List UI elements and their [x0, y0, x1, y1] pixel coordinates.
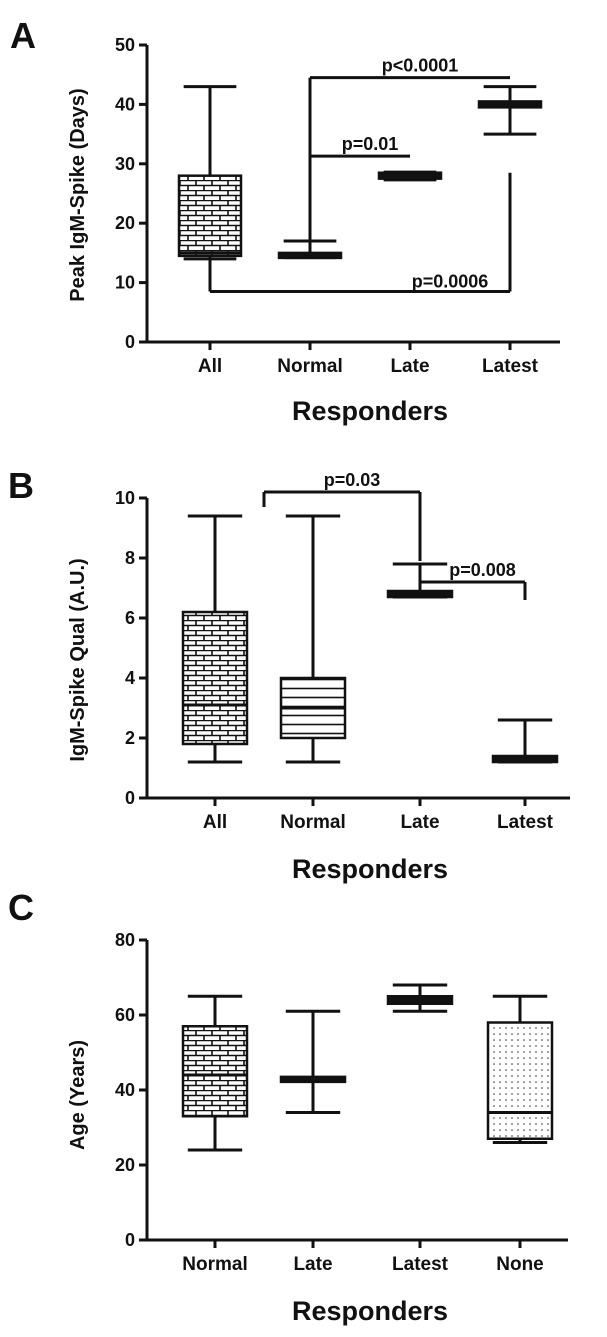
y-tick-label: 30 — [115, 154, 135, 174]
y-tick-label: 0 — [125, 1230, 135, 1250]
p-value-label: p=0.01 — [342, 134, 399, 154]
box-plot-all — [181, 514, 249, 764]
panel-letter-b: B — [8, 465, 34, 506]
y-tick-label: 6 — [125, 608, 135, 628]
panel-a-plot-area: 0 10 20 30 40 50 All Normal Late Latest p<0.0001 p=… — [115, 35, 560, 377]
panel-letter-a: A — [10, 15, 36, 56]
panel-b-plot-area: 0 2 4 6 8 10 All Normal Late Latest p=0.03 p=0.008 — [115, 470, 570, 833]
significance-bracket: p<0.0001 — [308, 56, 510, 253]
y-tick-label: 2 — [125, 728, 135, 748]
y-tick-label: 0 — [125, 332, 135, 352]
panel-a: A Peak IgM-Spike (Days) Responders 0 10 20… — [10, 15, 560, 426]
panel-b-x-axis-label: Responders — [292, 854, 448, 884]
x-tick-label: Normal — [182, 1254, 247, 1275]
box-plot-latest — [491, 718, 559, 764]
box-plot-latest — [477, 85, 543, 136]
x-tick-label: Latest — [482, 356, 539, 377]
p-value-label: p=0.008 — [449, 560, 516, 580]
significance-bracket: p=0.03 — [262, 470, 422, 561]
x-tick-label: Normal — [280, 812, 345, 833]
y-tick-label: 10 — [115, 273, 135, 293]
box-plot-late — [377, 170, 443, 182]
x-tick-label: All — [198, 356, 222, 377]
x-tick-label: Normal — [277, 356, 342, 377]
box-body — [177, 174, 243, 258]
x-tick-label: All — [203, 812, 227, 833]
y-tick-label: 40 — [115, 1080, 135, 1100]
box-plot-all — [177, 85, 243, 261]
y-tick-label: 80 — [115, 930, 135, 950]
y-tick-label: 4 — [125, 668, 135, 688]
panel-a-x-axis-label: Responders — [292, 396, 448, 426]
panel-c-plot-area: 0 20 40 60 80 Normal Late Latest None — [115, 930, 568, 1275]
box-body — [486, 1021, 554, 1140]
y-tick-label: 60 — [115, 1005, 135, 1025]
box-plot-normal — [181, 994, 249, 1152]
box-plot-normal — [279, 514, 347, 764]
panel-c: C Age (Years) Responders 0 20 40 60 80 Normal… — [8, 887, 568, 1326]
significance-bracket: p=0.01 — [310, 134, 410, 158]
y-tick-label: 0 — [125, 788, 135, 808]
y-tick-label: 10 — [115, 488, 135, 508]
p-value-label: p<0.0001 — [382, 56, 459, 76]
p-value-label: p=0.0006 — [412, 272, 489, 292]
y-tick-label: 20 — [115, 1155, 135, 1175]
panel-b-y-axis-label: IgM-Spike Qual (A.U.) — [67, 558, 89, 761]
box-plot-none — [486, 994, 554, 1144]
significance-bracket: p=0.008 — [420, 560, 527, 600]
x-tick-label: None — [496, 1254, 544, 1275]
y-tick-label: 8 — [125, 548, 135, 568]
panel-c-y-axis-label: Age (Years) — [67, 1040, 89, 1150]
x-tick-label: Late — [400, 812, 439, 833]
panel-c-x-axis-label: Responders — [292, 1296, 448, 1326]
panel-a-y-axis-label: Peak IgM-Spike (Days) — [67, 88, 89, 301]
panel-b: B IgM-Spike Qual (A.U.) Responders 0 2 4 6 8… — [8, 465, 570, 884]
x-tick-label: Late — [293, 1254, 332, 1275]
box-body — [181, 610, 249, 746]
x-tick-label: Latest — [497, 812, 554, 833]
panel-letter-c: C — [8, 887, 34, 928]
x-tick-label: Late — [390, 356, 429, 377]
y-tick-label: 50 — [115, 35, 135, 55]
box-plot-late — [279, 1009, 347, 1114]
y-tick-label: 20 — [115, 213, 135, 233]
p-value-label: p=0.03 — [324, 470, 381, 490]
box-body — [181, 1025, 249, 1118]
significance-bracket: p=0.0006 — [208, 172, 512, 294]
box-plot-latest — [386, 983, 454, 1013]
y-tick-label: 40 — [115, 94, 135, 114]
x-tick-label: Latest — [392, 1254, 449, 1275]
